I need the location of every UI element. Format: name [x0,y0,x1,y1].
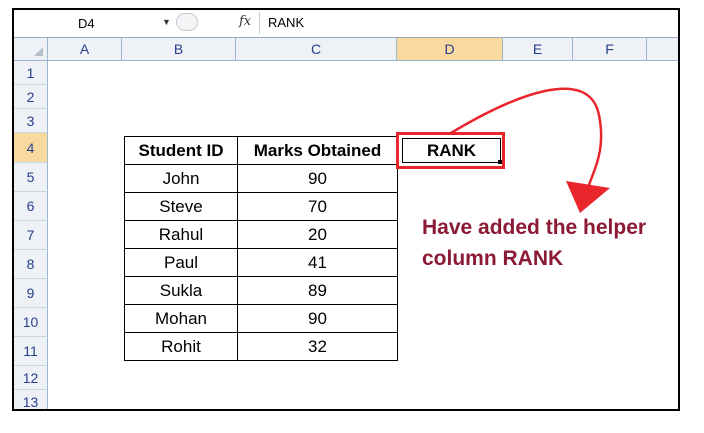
row-header-10[interactable]: 10 [14,308,48,337]
annotation-line-1: Have added the helper [422,216,647,239]
table-row: Rohit 32 [124,332,398,361]
column-headers: A B C D E F [14,38,678,61]
formula-input[interactable]: RANK [268,15,305,30]
insert-function-icon[interactable]: fx [239,14,252,29]
marks-cell[interactable]: 90 [237,304,398,333]
column-header-c[interactable]: C [236,38,397,60]
chevron-down-icon[interactable]: ▼ [162,17,171,27]
student-cell[interactable]: Rohit [124,332,238,361]
formula-bar-handle-icon[interactable] [176,13,198,31]
marks-cell[interactable]: 70 [237,192,398,221]
table-row: Mohan 90 [124,304,398,333]
formula-bar: D4 ▼ fx RANK [14,10,678,38]
table-row: Steve 70 [124,192,398,221]
row-header-5[interactable]: 5 [14,163,48,192]
spreadsheet-window: D4 ▼ fx RANK A B C D E F 1 2 3 4 5 6 7 8… [12,8,680,411]
annotation-arrow-icon [450,87,610,213]
marks-cell[interactable]: 89 [237,276,398,305]
student-marks-table: Student ID Marks Obtained John 90 Steve … [124,136,398,361]
marks-cell[interactable]: 20 [237,220,398,249]
row-header-3[interactable]: 3 [14,109,48,133]
rank-cell[interactable]: RANK [402,138,501,163]
table-row: Rahul 20 [124,220,398,249]
row-header-2[interactable]: 2 [14,85,48,109]
column-header-e[interactable]: E [503,38,573,60]
name-box[interactable]: D4 ▼ [14,12,174,34]
column-header-a[interactable]: A [48,38,122,60]
row-header-4[interactable]: 4 [14,133,48,163]
student-cell[interactable]: Paul [124,248,238,277]
row-header-11[interactable]: 11 [14,337,48,366]
student-cell[interactable]: Sukla [124,276,238,305]
fill-handle[interactable] [498,160,502,164]
column-header-d[interactable]: D [397,38,503,60]
student-cell[interactable]: Rahul [124,220,238,249]
table-row: Sukla 89 [124,276,398,305]
column-header-b[interactable]: B [122,38,236,60]
marks-cell[interactable]: 32 [237,332,398,361]
row-header-8[interactable]: 8 [14,250,48,279]
rank-highlight-box [396,132,505,169]
annotation-text: Have added the helper column RANK [422,212,678,274]
table-row: Paul 41 [124,248,398,277]
formula-bar-divider [259,12,260,34]
annotation-line-2: column RANK [422,247,564,270]
row-header-12[interactable]: 12 [14,366,48,390]
column-header-f[interactable]: F [573,38,647,60]
row-header-1[interactable]: 1 [14,61,48,85]
name-box-value: D4 [78,16,95,31]
select-all-corner[interactable] [14,38,48,60]
select-all-icon [34,47,43,56]
row-header-6[interactable]: 6 [14,192,48,221]
row-header-9[interactable]: 9 [14,279,48,308]
student-cell[interactable]: Steve [124,192,238,221]
row-header-7[interactable]: 7 [14,221,48,250]
row-header-13[interactable]: 13 [14,390,48,409]
